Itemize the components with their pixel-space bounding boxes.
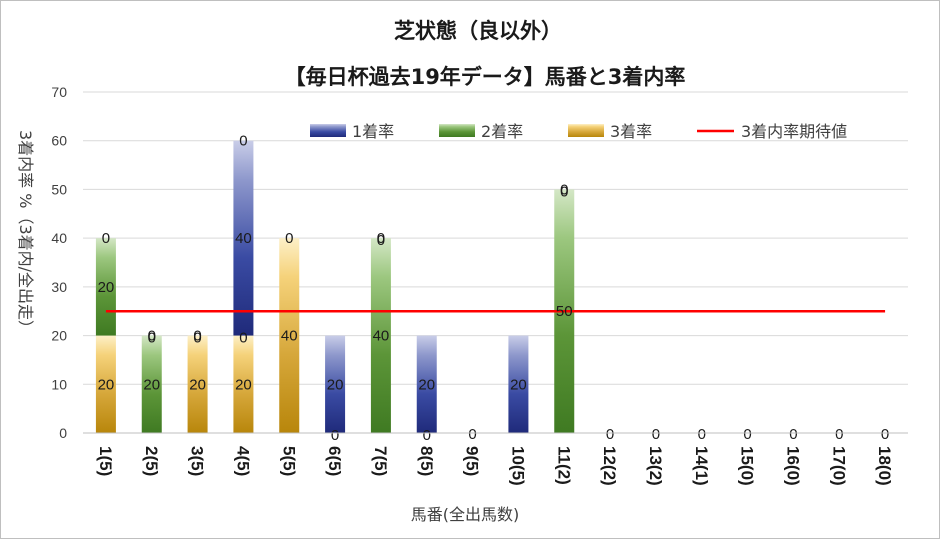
data-label: 40 (235, 230, 252, 247)
legend-label: 1着率 (352, 122, 394, 141)
data-label: 0 (560, 183, 568, 200)
legend-swatch (568, 124, 604, 137)
data-label: 20 (189, 376, 206, 393)
x-tick-label: 2(5) (142, 446, 161, 476)
x-tick-label: 9(5) (463, 446, 482, 476)
data-label: 0 (102, 230, 110, 247)
legend-label: 3着内率期待値 (741, 122, 847, 141)
x-tick-label: 16(0) (783, 446, 802, 486)
legend-swatch (310, 124, 346, 137)
bar-segment-1着率 (325, 335, 346, 433)
x-tick-label: 17(0) (829, 446, 848, 486)
bar-segment-3着率 (187, 335, 208, 433)
legend-label: 3着率 (610, 122, 652, 141)
bar-segment-1着率 (416, 335, 437, 433)
x-tick-label: 4(5) (233, 446, 252, 476)
x-tick-label: 7(5) (371, 446, 390, 476)
data-label: 0 (239, 330, 247, 347)
x-tick-label: 13(2) (646, 446, 665, 486)
data-label: 20 (98, 279, 115, 296)
data-label: 0 (606, 426, 614, 443)
data-label: 0 (743, 426, 751, 443)
data-label: 20 (143, 376, 160, 393)
x-tick-label: 12(2) (600, 446, 619, 486)
y-tick-label: 60 (51, 133, 67, 149)
y-tick-label: 30 (51, 279, 67, 295)
x-tick-label: 6(5) (325, 446, 344, 476)
bar-segment-3着率 (279, 238, 300, 433)
chart-title: 芝状態（良以外） (394, 19, 562, 43)
bar-segment-1着率 (233, 140, 254, 336)
x-tick-label: 10(5) (508, 446, 527, 486)
x-tick-label: 18(0) (875, 446, 894, 486)
x-tick-label: 14(1) (692, 446, 711, 486)
data-label: 40 (281, 328, 298, 345)
data-label: 0 (560, 181, 568, 198)
x-tick-label: 11(2) (554, 446, 573, 485)
x-tick-label: 3(5) (188, 446, 207, 476)
data-label: 0 (239, 133, 247, 150)
y-tick-label: 20 (51, 328, 67, 344)
data-label: 0 (193, 328, 201, 345)
data-label: 0 (698, 426, 706, 443)
x-tick-label: 1(5) (96, 446, 115, 476)
y-tick-label: 0 (59, 425, 67, 441)
x-tick-label: 15(0) (738, 446, 757, 486)
data-label: 0 (423, 427, 431, 444)
data-label: 0 (377, 232, 385, 249)
legend-label: 2着率 (481, 122, 523, 141)
data-label: 50 (556, 303, 573, 320)
x-tick-label: 5(5) (279, 446, 298, 476)
data-label: 0 (835, 426, 843, 443)
x-tick-label: 8(5) (417, 446, 436, 476)
data-label: 20 (98, 376, 115, 393)
data-label: 20 (235, 376, 252, 393)
bar-segment-2着率 (141, 335, 162, 433)
y-tick-label: 70 (51, 84, 67, 100)
legend: 1着率 2着率 3着率 3着内率期待値 (310, 122, 847, 141)
chart-subtitle: 【毎日杯過去19年データ】馬番と3着内率 (285, 65, 686, 89)
data-label: 0 (331, 427, 339, 444)
bar-segment-2着率 (370, 238, 391, 433)
data-label: 0 (193, 330, 201, 347)
data-label: 0 (148, 328, 156, 345)
data-label: 40 (373, 328, 390, 345)
x-axis-label: 馬番(全出馬数) (411, 505, 520, 524)
bar-segment-1着率 (508, 335, 529, 433)
y-tick-label: 10 (51, 376, 67, 392)
y-tick-label: 50 (51, 181, 67, 197)
data-label: 0 (377, 230, 385, 247)
data-label: 20 (418, 376, 435, 393)
data-label: 0 (652, 426, 660, 443)
data-label: 0 (881, 426, 889, 443)
data-label: 20 (327, 376, 344, 393)
legend-swatch (439, 124, 475, 137)
bar-segment-3着率 (95, 335, 116, 433)
data-label: 0 (789, 426, 797, 443)
data-label: 0 (468, 426, 476, 443)
data-label: 20 (510, 376, 527, 393)
data-label: 0 (285, 230, 293, 247)
y-axis-label: 3着内率 %（3着内/全出走） (16, 130, 35, 336)
bar-segment-3着率 (233, 335, 254, 433)
y-tick-label: 40 (51, 230, 67, 246)
data-label: 0 (148, 330, 156, 347)
